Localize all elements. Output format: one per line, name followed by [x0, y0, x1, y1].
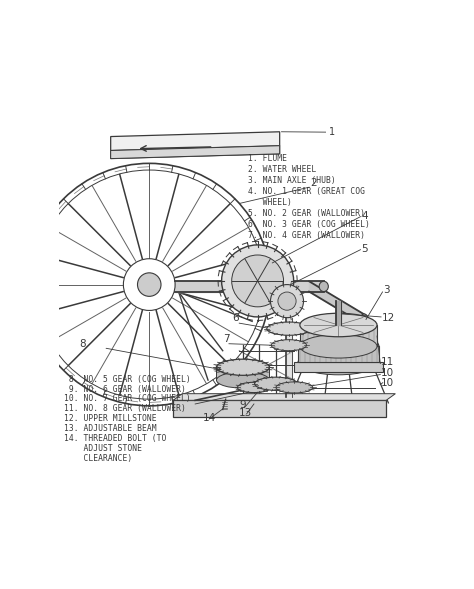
Text: 2: 2 — [310, 178, 317, 188]
Text: 2. WATER WHEEL: 2. WATER WHEEL — [248, 165, 317, 174]
Text: 7. NO. 4 GEAR (WALLOWER): 7. NO. 4 GEAR (WALLOWER) — [248, 231, 365, 240]
Bar — [173, 401, 386, 417]
Text: 8: 8 — [80, 339, 86, 349]
Ellipse shape — [255, 377, 297, 391]
Ellipse shape — [298, 334, 379, 359]
Polygon shape — [217, 368, 269, 380]
Text: 8. NO. 5 GEAR (COG WHEEL): 8. NO. 5 GEAR (COG WHEEL) — [64, 375, 191, 383]
Ellipse shape — [360, 314, 368, 325]
Text: 3. MAIN AXLE (HUB): 3. MAIN AXLE (HUB) — [248, 176, 336, 185]
Ellipse shape — [300, 335, 377, 358]
Text: 10: 10 — [381, 378, 394, 388]
Text: 4. NO. 1 GEAR (GREAT COG: 4. NO. 1 GEAR (GREAT COG — [248, 187, 365, 196]
Ellipse shape — [217, 359, 269, 375]
Text: 9. NO. 6 GEAR (WALLOWER): 9. NO. 6 GEAR (WALLOWER) — [64, 385, 185, 393]
Text: 11: 11 — [381, 358, 394, 368]
Polygon shape — [300, 325, 377, 346]
Text: 14. THREADED BOLT (TO: 14. THREADED BOLT (TO — [64, 434, 166, 443]
Text: 1. FLUME: 1. FLUME — [248, 154, 287, 163]
Circle shape — [232, 255, 283, 307]
Text: 1: 1 — [329, 127, 336, 137]
Ellipse shape — [267, 322, 311, 335]
Text: 7: 7 — [223, 335, 229, 344]
Circle shape — [278, 292, 296, 310]
Text: 10: 10 — [381, 369, 394, 378]
Text: 13: 13 — [239, 408, 253, 418]
Text: 14: 14 — [202, 412, 216, 422]
Circle shape — [137, 273, 161, 296]
Text: 5. NO. 2 GEAR (WALLOWER): 5. NO. 2 GEAR (WALLOWER) — [248, 209, 365, 219]
Ellipse shape — [276, 382, 313, 393]
Text: 10. NO. 7 GEAR (COG WHEEL): 10. NO. 7 GEAR (COG WHEEL) — [64, 395, 191, 403]
Polygon shape — [110, 145, 280, 158]
Text: 6: 6 — [232, 313, 238, 323]
Text: 6. NO. 3 GEAR (COG WHEEL): 6. NO. 3 GEAR (COG WHEEL) — [248, 220, 370, 229]
Text: 11. NO. 8 GEAR (WALLOWER): 11. NO. 8 GEAR (WALLOWER) — [64, 404, 185, 413]
Text: 4: 4 — [362, 210, 368, 220]
Bar — [294, 362, 383, 372]
Text: 3: 3 — [383, 286, 390, 296]
Text: ADJUST STONE: ADJUST STONE — [64, 444, 142, 453]
Circle shape — [271, 284, 303, 317]
Text: 9: 9 — [239, 401, 246, 411]
Ellipse shape — [319, 282, 328, 292]
Ellipse shape — [298, 350, 379, 375]
Polygon shape — [298, 346, 379, 362]
Polygon shape — [110, 145, 280, 158]
Text: 5: 5 — [362, 244, 368, 254]
Ellipse shape — [271, 340, 307, 350]
Text: 12: 12 — [382, 313, 395, 323]
Text: 12. UPPER MILLSTONE: 12. UPPER MILLSTONE — [64, 414, 156, 423]
Ellipse shape — [217, 372, 269, 388]
Polygon shape — [173, 393, 395, 401]
Text: CLEARANCE): CLEARANCE) — [64, 454, 132, 463]
Ellipse shape — [237, 382, 271, 393]
Text: 13. ADJUSTABLE BEAM: 13. ADJUSTABLE BEAM — [64, 424, 156, 433]
Circle shape — [222, 245, 293, 317]
Ellipse shape — [300, 313, 377, 337]
Text: WHEEL): WHEEL) — [248, 198, 292, 207]
Polygon shape — [110, 132, 280, 151]
